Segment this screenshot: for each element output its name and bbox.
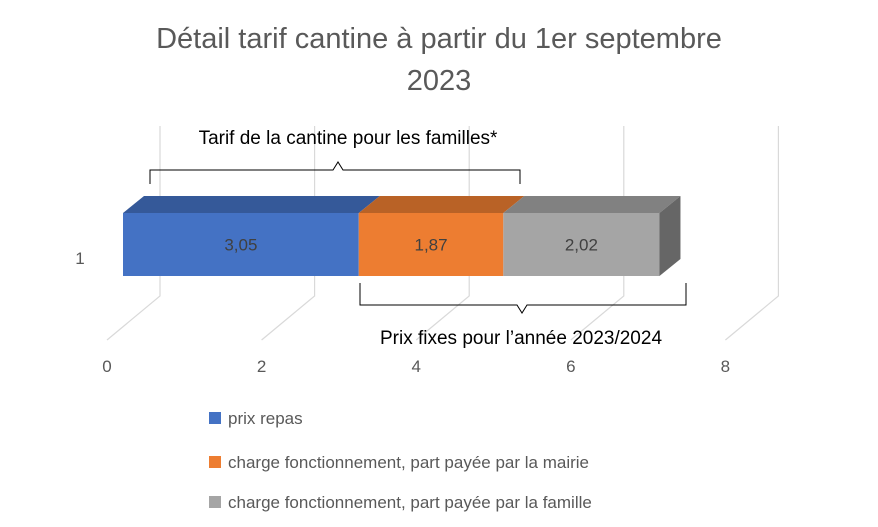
x-tick-label: 2: [257, 357, 266, 376]
x-tick-label: 4: [411, 357, 420, 376]
bar-data-label: 2,02: [565, 236, 598, 255]
x-tick-label: 8: [721, 357, 730, 376]
gridlines: [106, 126, 779, 341]
legend: prix repas charge fonctionnement, part pa…: [209, 409, 592, 512]
bar-data-label: 3,05: [224, 236, 257, 255]
legend-label: charge fonctionnement, part payée par la…: [228, 453, 589, 472]
bar-top-face: [503, 196, 681, 213]
bar-top-face: [358, 196, 525, 213]
legend-swatch: [209, 496, 221, 508]
bar-top-face: [123, 196, 380, 213]
gridline: [261, 126, 316, 341]
bar-segment: 1,87: [358, 196, 525, 276]
top-brace-label: Tarif de la cantine pour les familles*: [199, 128, 498, 149]
top-brace: [149, 161, 521, 184]
legend-label: prix repas: [228, 409, 303, 428]
legend-label: charge fonctionnement, part payée par la…: [228, 493, 592, 512]
gridline: [106, 126, 161, 341]
bar-segments: 3,05 1,87 2,02: [123, 196, 681, 276]
legend-swatch: [209, 456, 221, 468]
legend-swatch: [209, 412, 221, 424]
bar-front-face: [358, 213, 504, 276]
gridline: [570, 126, 625, 341]
bar-data-label: 1,87: [414, 236, 447, 255]
bar-front-face: [503, 213, 660, 276]
bottom-brace: [359, 283, 687, 314]
legend-item: prix repas: [209, 409, 303, 428]
chart-title-line-1: Détail tarif cantine à partir du 1er sep…: [156, 23, 722, 55]
bar-segment: 3,05: [123, 196, 380, 276]
bar-front-face: [123, 213, 359, 276]
chart-title-line-2: 2023: [407, 65, 472, 97]
x-tick-label: 0: [102, 357, 111, 376]
gridline: [415, 126, 470, 341]
legend-item: charge fonctionnement, part payée par la…: [209, 493, 592, 512]
x-axis-ticks: 0 2 4 6 8: [102, 357, 730, 376]
gridline: [725, 126, 779, 341]
bottom-brace-label: Prix fixes pour l’année 2023/2024: [380, 328, 662, 349]
category-label: 1: [75, 249, 84, 268]
legend-item: charge fonctionnement, part payée par la…: [209, 453, 589, 472]
bar-segment: 2,02: [503, 196, 681, 276]
x-tick-label: 6: [566, 357, 575, 376]
bar-side-face: [659, 196, 681, 276]
